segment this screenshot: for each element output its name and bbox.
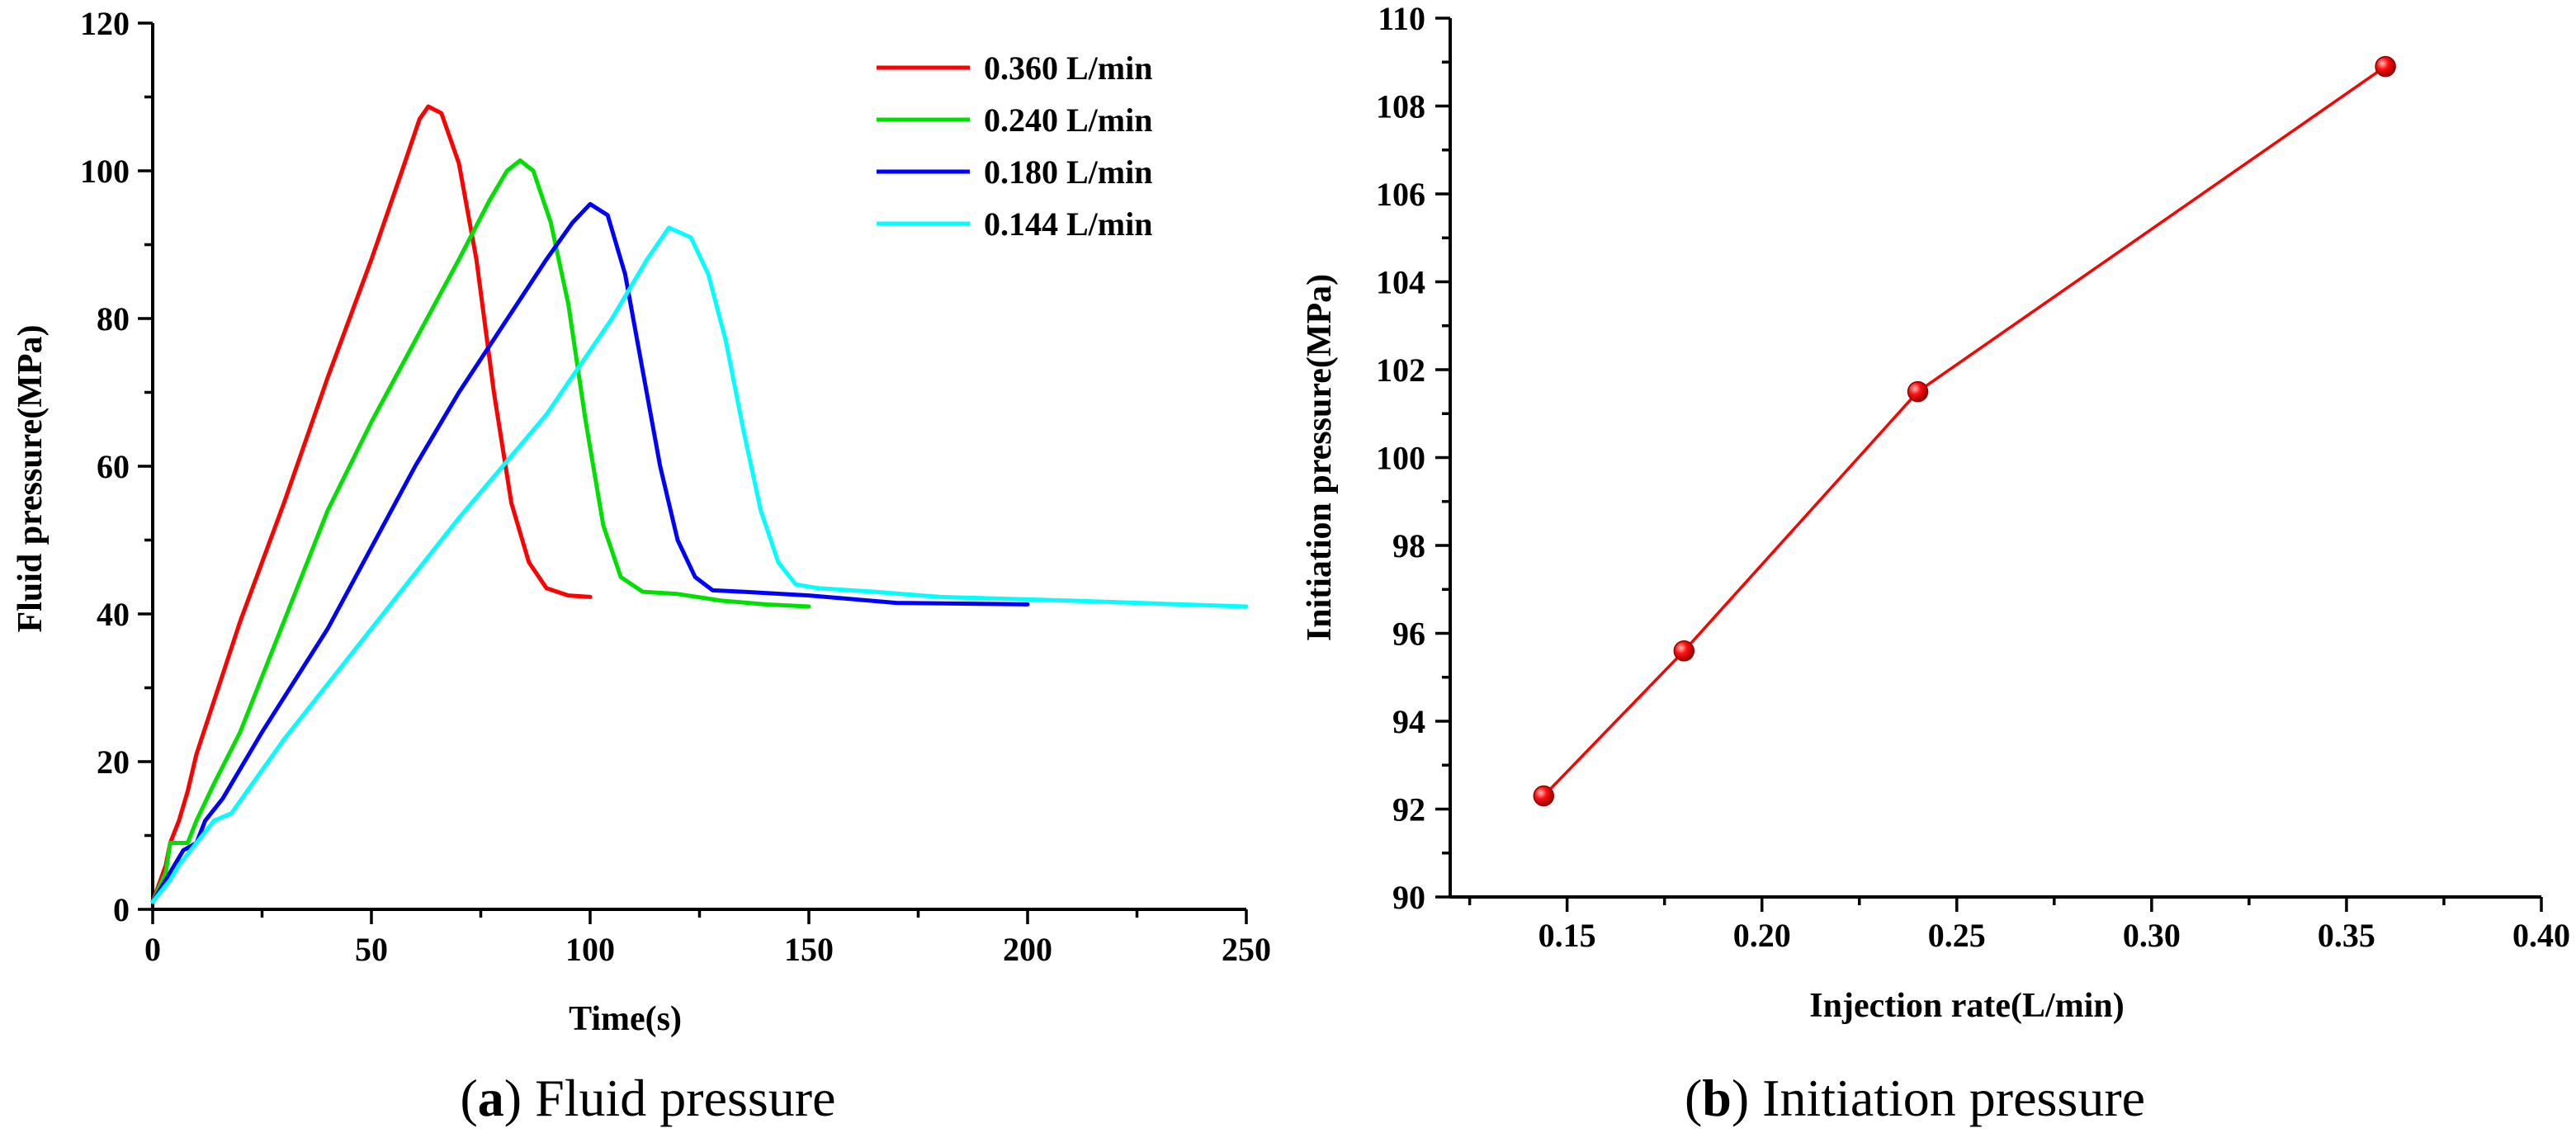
legend-label-2: 0.240 L/min xyxy=(984,101,1152,139)
series-line-1 xyxy=(150,104,593,904)
x-tick-label: 0.40 xyxy=(2512,917,2570,954)
x-tick-label: 150 xyxy=(784,931,834,968)
caption-a-letter: a xyxy=(478,1069,504,1127)
y-tick-label: 104 xyxy=(1376,264,1425,301)
y-tick-label: 100 xyxy=(80,153,130,190)
data-point xyxy=(1673,640,1695,662)
x-tick-label: 0.25 xyxy=(1928,917,1986,954)
y-tick-label: 110 xyxy=(1378,0,1425,37)
y-tick-label: 20 xyxy=(97,743,130,781)
y-tick-label: 94 xyxy=(1392,703,1425,740)
y-tick-label: 120 xyxy=(80,5,130,42)
x-axis-label: Injection rate(L/min) xyxy=(1809,987,2124,1025)
initiation-pressure-chart: 0.15 0.20 0.25 0.30 0.35 0.40 90 92 94 96 98 100 102… xyxy=(1301,0,2570,1127)
x-tick-label: 50 xyxy=(355,931,388,968)
x-tick-label: 0.30 xyxy=(2123,917,2181,954)
legend-label-4: 0.144 L/min xyxy=(984,205,1152,243)
y-tick-label: 98 xyxy=(1392,527,1425,564)
data-point xyxy=(2375,55,2396,78)
series-line xyxy=(1543,65,2387,797)
caption-paren-close: ) xyxy=(1732,1069,1749,1127)
legend-label-1: 0.360 L/min xyxy=(984,50,1152,87)
caption-b-paren-open: ( xyxy=(1685,1069,1702,1127)
y-tick-label: 60 xyxy=(97,448,130,485)
caption-a-text: Fluid pressure xyxy=(522,1069,835,1127)
x-axis-label: Time(s) xyxy=(569,1000,682,1038)
y-tick-label: 92 xyxy=(1392,791,1425,828)
caption-b: (b) Initiation pressure xyxy=(1685,1069,2145,1127)
y-tick-label: 80 xyxy=(97,300,130,337)
y-tick-label: 96 xyxy=(1392,616,1425,653)
caption-a: (a) Fluid pressure xyxy=(460,1069,835,1127)
x-tick-label: 0 xyxy=(144,931,161,968)
x-tick-label: 0.35 xyxy=(2318,917,2375,954)
fluid-pressure-chart: 0 50 100 150 200 250 0 20 40 60 80 100 120 0.360 L/m… xyxy=(12,5,1271,1127)
y-axis-label: Initiation pressure(MPa) xyxy=(1301,274,1339,641)
series-line-4 xyxy=(150,225,1249,904)
y-tick-label: 100 xyxy=(1376,440,1425,477)
x-tick-label: 250 xyxy=(1222,931,1271,968)
x-tick-label: 100 xyxy=(565,931,615,968)
y-tick-label: 0 xyxy=(113,891,130,928)
series-line-3 xyxy=(150,201,1030,904)
caption-b-text: Initiation pressure xyxy=(1749,1069,2145,1127)
x-tick-label: 0.20 xyxy=(1733,917,1791,954)
y-tick-label: 106 xyxy=(1376,176,1425,213)
y-tick-label: 90 xyxy=(1392,879,1425,916)
data-point xyxy=(1533,785,1555,807)
y-tick-label: 40 xyxy=(97,596,130,633)
x-tick-label: 0.15 xyxy=(1539,917,1596,954)
series-line-2 xyxy=(150,158,811,904)
caption-a-paren-open: ( xyxy=(460,1069,477,1127)
y-tick-label: 108 xyxy=(1376,88,1425,125)
caption-paren-close: ) xyxy=(504,1069,522,1127)
legend-label-3: 0.180 L/min xyxy=(984,153,1152,191)
data-point xyxy=(1907,380,1929,403)
y-axis-label: Fluid pressure(MPa) xyxy=(12,325,50,633)
caption-b-letter: b xyxy=(1702,1069,1732,1127)
y-tick-label: 102 xyxy=(1376,352,1425,389)
x-tick-label: 200 xyxy=(1003,931,1052,968)
